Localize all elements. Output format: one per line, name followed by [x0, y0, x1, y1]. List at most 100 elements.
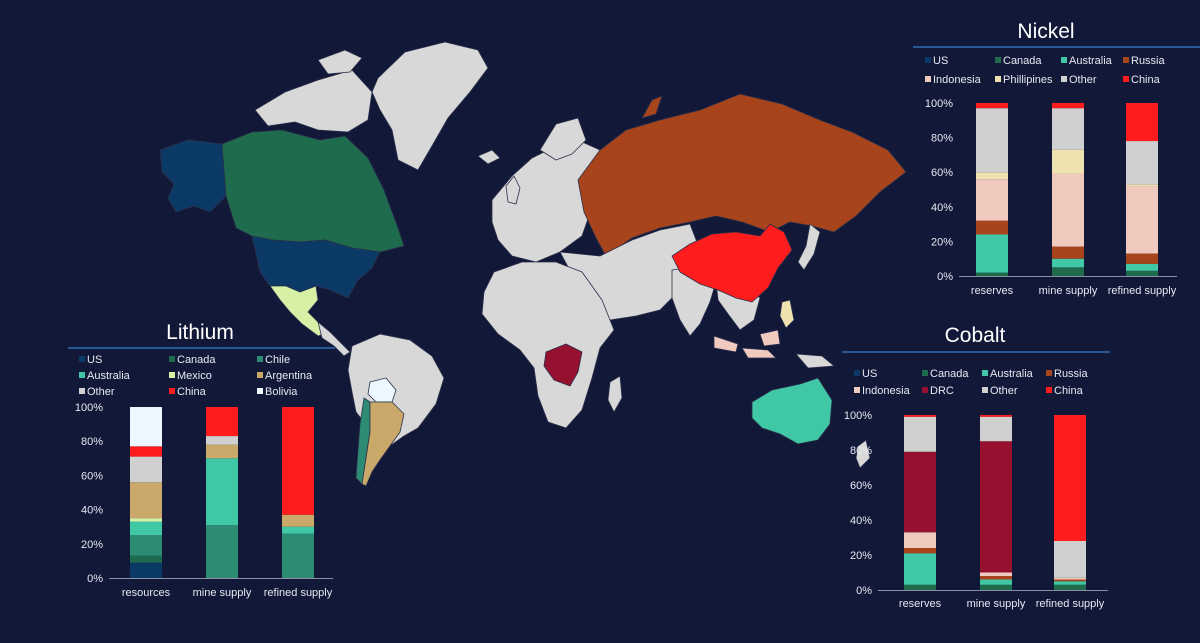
nickel-legend-label-canada: Canada: [1003, 55, 1042, 67]
lithium-bar-refined-supply-chile: [282, 533, 314, 578]
nickel-chart: Nickel US Canada Australia Russia Indonesia P…: [913, 20, 1200, 297]
nickel-bar-refined-supply-phillipines: [1126, 184, 1158, 187]
indonesia-3: [759, 329, 781, 347]
lithium-legend-swatch-australia: [79, 372, 85, 378]
lithium-legend-label-argentina: Argentina: [265, 370, 313, 382]
cobalt-bar-mine-supply-russia: [980, 576, 1012, 580]
nickel-legend-swatch-australia: [1061, 57, 1067, 63]
cobalt-ytick-2: 40%: [850, 515, 872, 527]
nickel-bar-reserves-australia: [976, 234, 1008, 273]
nickel-ytick-2: 40%: [931, 202, 953, 214]
cobalt-legend-swatch-russia: [1046, 370, 1052, 376]
cobalt-bar-reserves-drc: [904, 451, 936, 533]
lithium-ytick-5: 100%: [75, 402, 103, 414]
lithium-ytick-3: 60%: [81, 470, 103, 482]
nickel-legend-swatch-indonesia: [925, 76, 931, 82]
lithium-bar-resources-mexico: [130, 518, 162, 522]
nickel-bar-mine-supply-indonesia: [1052, 173, 1084, 247]
lithium-legend-swatch-canada: [169, 356, 175, 362]
lithium-legend-swatch-us: [79, 356, 85, 362]
cobalt-legend-swatch-australia: [982, 370, 988, 376]
argentina: [361, 401, 405, 487]
cobalt-legend-swatch-china: [1046, 387, 1052, 393]
iceland: [477, 149, 501, 165]
nickel-bar-reserves-canada: [976, 272, 1008, 276]
lithium-ytick-0: 0%: [87, 573, 103, 585]
nickel-legend-swatch-us: [925, 57, 931, 63]
lithium-legend-swatch-mexico: [169, 372, 175, 378]
cobalt-legend-swatch-drc: [922, 387, 928, 393]
cobalt-legend-label-drc: DRC: [930, 385, 954, 397]
nickel-legend-swatch-canada: [995, 57, 1001, 63]
arctic-islands: [254, 69, 373, 133]
cobalt-bar-mine-supply-indonesia: [980, 572, 1012, 576]
canada: [221, 129, 405, 253]
cobalt-bar-mine-supply-canada: [980, 584, 1012, 590]
lithium-ytick-4: 80%: [81, 436, 103, 448]
nickel-bar-refined-supply-australia: [1126, 263, 1158, 271]
cobalt-bar-refined-supply-other: [1054, 541, 1086, 578]
cobalt-legend-label-indonesia: Indonesia: [862, 385, 911, 397]
nickel-legend-swatch-phillipines: [995, 76, 1001, 82]
nickel-chart-panel: Nickel US Canada Australia Russia Indonesia P…: [905, 10, 1200, 305]
cobalt-legend-label-china: China: [1054, 385, 1084, 397]
nickel-legend-label-indonesia: Indonesia: [933, 74, 982, 86]
nickel-bar-mine-supply-china: [1052, 103, 1084, 109]
nickel-legend-label-australia: Australia: [1069, 55, 1113, 67]
cobalt-bar-refined-supply-australia: [1054, 581, 1086, 585]
lithium-bar-resources-canada: [130, 555, 162, 563]
nickel-bar-mine-supply-canada: [1052, 267, 1084, 276]
cobalt-bar-refined-supply-indonesia: [1054, 577, 1086, 580]
scandinavia: [539, 117, 587, 161]
nickel-legend-label-china: China: [1131, 74, 1161, 86]
nickel-legend-label-russia: Russia: [1131, 55, 1166, 67]
central-america: [317, 321, 351, 357]
nickel-ytick-1: 20%: [931, 236, 953, 248]
lithium-bar-mine-supply-china: [206, 407, 238, 437]
nickel-legend-swatch-russia: [1123, 57, 1129, 63]
lithium-bar-refined-supply-china: [282, 407, 314, 515]
nickel-category-mine-supply: mine supply: [1039, 285, 1098, 297]
lithium-bar-mine-supply-chile: [206, 524, 238, 578]
cobalt-bar-refined-supply-russia: [1054, 579, 1086, 582]
nickel-legend-label-phillipines: Phillipines: [1003, 74, 1053, 86]
cobalt-legend-label-other: Other: [990, 385, 1018, 397]
cobalt-bar-refined-supply-canada: [1054, 584, 1086, 590]
nickel-ytick-3: 60%: [931, 167, 953, 179]
nickel-bar-mine-supply-australia: [1052, 258, 1084, 268]
nickel-ytick-0: 0%: [937, 271, 953, 283]
cobalt-bar-reserves-other: [904, 416, 936, 452]
lithium-legend-swatch-china: [169, 388, 175, 394]
nickel-bar-reserves-russia: [976, 220, 1008, 235]
lithium-bar-mine-supply-other: [206, 436, 238, 445]
greenland: [371, 41, 489, 171]
lithium-legend-label-chile: Chile: [265, 354, 290, 366]
cobalt-chart-panel: Cobalt US Canada Australia Russia Indonesia D…: [840, 318, 1130, 618]
cobalt-category-reserves: reserves: [899, 598, 942, 610]
lithium-legend-label-china: China: [177, 386, 207, 398]
nickel-bar-refined-supply-russia: [1126, 253, 1158, 264]
nickel-ytick-5: 100%: [925, 98, 953, 110]
cobalt-category-mine-supply: mine supply: [967, 598, 1026, 610]
australia: [751, 377, 833, 445]
cobalt-bar-mine-supply-other: [980, 416, 1012, 442]
cobalt-legend-swatch-canada: [922, 370, 928, 376]
lithium-chart: Lithium US Canada Chile Australia Mexico Arge…: [68, 321, 335, 599]
cobalt-ytick-5: 100%: [844, 410, 872, 422]
cobalt-legend-label-canada: Canada: [930, 368, 969, 380]
cobalt-legend-label-russia: Russia: [1054, 368, 1089, 380]
lithium-legend-swatch-argentina: [257, 372, 263, 378]
cobalt-legend-swatch-us: [854, 370, 860, 376]
cobalt-ytick-3: 60%: [850, 480, 872, 492]
cobalt-bar-reserves-china: [904, 415, 936, 417]
nickel-legend-swatch-other: [1061, 76, 1067, 82]
arctic-island-2: [317, 49, 363, 75]
lithium-bar-resources-other: [130, 456, 162, 483]
nickel-bar-reserves-indonesia: [976, 179, 1008, 221]
lithium-legend-label-other: Other: [87, 386, 115, 398]
lithium-legend-label-bolivia: Bolivia: [265, 386, 298, 398]
nickel-bar-mine-supply-phillipines: [1052, 149, 1084, 174]
cobalt-bar-mine-supply-china: [980, 415, 1012, 417]
lithium-ytick-1: 20%: [81, 539, 103, 551]
